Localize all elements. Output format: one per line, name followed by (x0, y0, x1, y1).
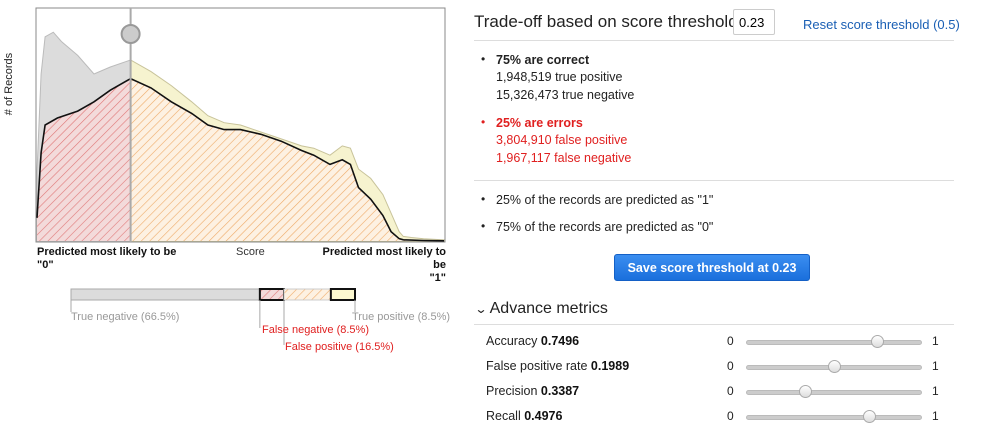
y-axis-label: # of Records (3, 52, 16, 116)
bullet: • (481, 192, 486, 206)
x-right-label: Predicted most likely to be "1" (322, 246, 446, 284)
true-positive-segment (329, 288, 356, 301)
true-positive-label: True positive (8.5%) (352, 311, 451, 323)
metric-value: 0.1989 (590, 359, 630, 373)
true-positive-count: 1,948,519 true positive (496, 70, 623, 84)
true-positive-area (130, 78, 444, 241)
metric-name: Precision (486, 384, 541, 398)
metric-slider-handle[interactable] (827, 360, 841, 373)
metric-slider-handle[interactable] (862, 410, 876, 423)
false-negative-segment (258, 288, 285, 301)
correct-heading: 75% are correct (496, 53, 590, 67)
metric-value: 0.7496 (540, 334, 580, 348)
false-positive-segment (283, 288, 332, 301)
x-left-label: Predicted most likely to be "0" (37, 246, 177, 271)
bullet: • (481, 115, 486, 129)
metric-slider-track[interactable] (746, 415, 922, 420)
metric-label: False positive rate 0.1989 (486, 359, 629, 373)
slider-min-label: 0 (727, 384, 734, 398)
metric-label: Accuracy 0.7496 (486, 334, 579, 348)
true-negative-count: 15,326,473 true negative (496, 88, 635, 102)
metric-row-accuracy: Accuracy 0.7496 0 1 (476, 330, 956, 354)
save-threshold-button[interactable]: Save score threshold at 0.23 (614, 254, 810, 281)
metric-name: False positive rate (486, 359, 591, 373)
false-negative-label: False negative (8.5%) (262, 324, 369, 336)
positive-records-line (36, 77, 445, 242)
predicted-one-text: 25% of the records are predicted as "1" (496, 193, 714, 207)
metric-label: Recall 0.4976 (486, 409, 562, 423)
true-negative-label: True negative (66.5%) (71, 311, 180, 323)
metric-row-recall: Recall 0.4976 0 1 (476, 405, 956, 429)
metric-value: 0.3387 (540, 384, 580, 398)
false-positive-count: 3,804,910 false positive (496, 133, 628, 147)
divider (474, 40, 954, 41)
false-negative-area (37, 78, 131, 241)
slider-max-label: 1 (932, 384, 939, 398)
bullet: • (481, 219, 486, 233)
true-negative-segment (70, 288, 261, 301)
predicted-zero-text: 75% of the records are predicted as "0" (496, 220, 714, 234)
panel-title: Trade-off based on score threshold (474, 12, 738, 31)
metric-name: Recall (486, 409, 525, 423)
metric-row-precision: Precision 0.3387 0 1 (476, 380, 956, 404)
metric-row-false-positive-rate: False positive rate 0.1989 0 1 (476, 355, 956, 379)
advance-metrics-label: Advance metrics (489, 300, 608, 317)
advance-metrics-toggle[interactable]: ⌄ Advance metrics (474, 300, 608, 318)
divider (474, 324, 954, 325)
errors-heading: 25% are errors (496, 116, 583, 130)
slider-max-label: 1 (932, 359, 939, 373)
false-negative-count: 1,967,117 false negative (496, 151, 632, 165)
slider-max-label: 1 (932, 409, 939, 423)
threshold-handle[interactable] (120, 24, 141, 44)
metric-value: 0.4976 (524, 409, 563, 423)
false-positive-label: False positive (16.5%) (285, 341, 394, 353)
metric-slider-track[interactable] (746, 390, 922, 395)
reset-threshold-link[interactable]: Reset score threshold (0.5) (803, 17, 960, 32)
metric-slider-handle[interactable] (799, 385, 813, 398)
threshold-input[interactable] (733, 9, 775, 35)
metric-name: Accuracy (486, 334, 541, 348)
metric-slider-handle[interactable] (871, 335, 885, 348)
slider-min-label: 0 (727, 409, 734, 423)
slider-min-label: 0 (727, 334, 734, 348)
metric-slider-track[interactable] (746, 340, 922, 345)
metric-label: Precision 0.3387 (486, 384, 579, 398)
slider-min-label: 0 (727, 359, 734, 373)
x-axis-label: Score (236, 246, 265, 258)
bullet: • (481, 52, 486, 66)
chevron-down-icon: ⌄ (474, 302, 488, 316)
divider (474, 180, 954, 181)
score-distribution-chart (35, 7, 446, 243)
slider-max-label: 1 (932, 334, 939, 348)
distribution-bar (70, 288, 356, 345)
